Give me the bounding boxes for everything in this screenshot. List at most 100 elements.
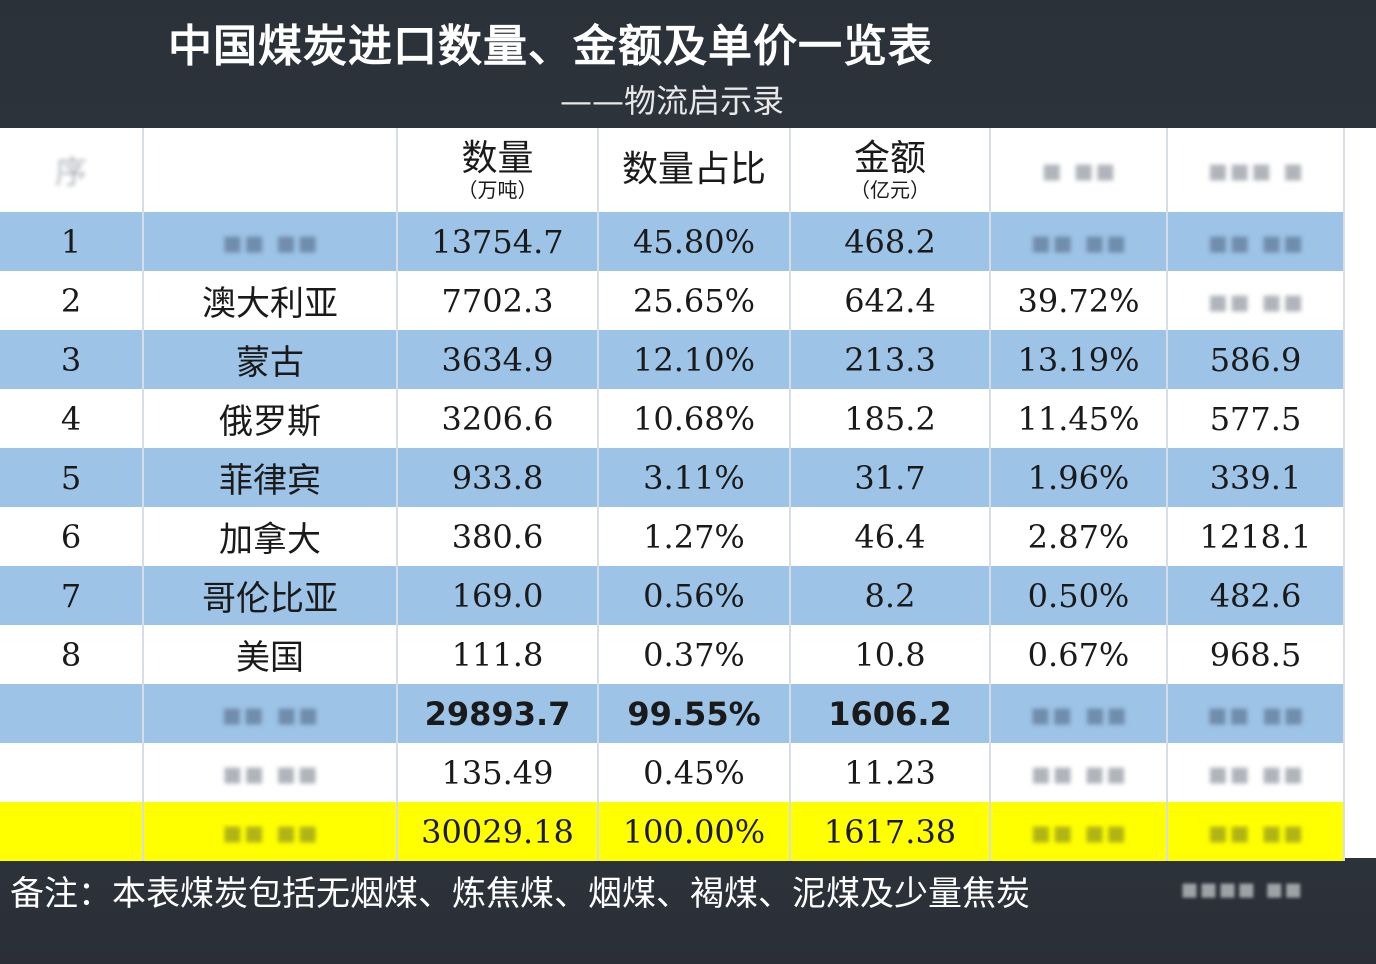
- unit-price-cell: ▪▪ ▪▪: [1167, 743, 1345, 802]
- table-header-row: 序 数量 （万吨） 数量占比 金额 （亿元） ▪ ▪▪ ▪▪▪ ▪: [0, 128, 1345, 212]
- rank-cell: [0, 802, 144, 861]
- share-cell: 25.65%: [598, 271, 791, 330]
- unit-price-cell: ▪▪ ▪▪: [1167, 212, 1345, 271]
- table-row: 6 加拿大 380.6 1.27% 46.4 2.87% 1218.1: [0, 507, 1345, 566]
- country-cell: 加拿大: [143, 507, 398, 566]
- amount-share-cell: 2.87%: [990, 507, 1168, 566]
- quantity-cell: 3634.9: [397, 330, 599, 389]
- total-row: ▪▪ ▪▪ 30029.18 100.00% 1617.38 ▪▪ ▪▪ ▪▪ ▪▪: [0, 802, 1345, 861]
- country-cell: ▪▪ ▪▪: [143, 212, 398, 271]
- table-row: 5 菲律宾 933.8 3.11% 31.7 1.96% 339.1: [0, 448, 1345, 507]
- share-cell: 0.45%: [598, 743, 791, 802]
- rank-cell: 5: [0, 448, 144, 507]
- unit-price-cell: ▪▪ ▪▪: [1167, 802, 1345, 861]
- share-cell: 3.11%: [598, 448, 791, 507]
- quantity-cell: 7702.3: [397, 271, 599, 330]
- amount-share-cell: ▪▪ ▪▪: [990, 684, 1168, 743]
- amount-share-cell: 13.19%: [990, 330, 1168, 389]
- header-quantity-unit: （万吨）: [457, 178, 538, 202]
- header-share: 数量占比: [598, 128, 791, 212]
- amount-cell: 468.2: [790, 212, 991, 271]
- rank-cell: 7: [0, 566, 144, 625]
- blurred-value: ▪▪ ▪▪: [221, 694, 319, 733]
- blurred-value: ▪▪ ▪▪: [221, 753, 319, 792]
- unit-price-cell: 968.5: [1167, 625, 1345, 684]
- amount-share-cell: 39.72%: [990, 271, 1168, 330]
- quantity-cell: 13754.7: [397, 212, 599, 271]
- unit-price-cell: 339.1: [1167, 448, 1345, 507]
- page-title: 中国煤炭进口数量、金额及单价一览表: [168, 21, 933, 72]
- header-amount-unit: （亿元）: [850, 178, 930, 202]
- quantity-cell: 135.49: [397, 743, 599, 802]
- table-row: 4 俄罗斯 3206.6 10.68% 185.2 11.45% 577.5: [0, 389, 1345, 448]
- quantity-cell: 933.8: [397, 448, 599, 507]
- amount-cell: 213.3: [790, 330, 991, 389]
- blurred-value: ▪▪ ▪▪: [1030, 812, 1127, 851]
- amount-share-cell: 0.67%: [990, 625, 1168, 684]
- amount-share-cell: 1.96%: [990, 448, 1168, 507]
- table-body: 1 ▪▪ ▪▪ 13754.7 45.80% 468.2 ▪▪ ▪▪ ▪▪ ▪▪ 2 澳大利亚 7…: [0, 212, 1345, 861]
- blurred-value: ▪▪ ▪▪: [221, 222, 319, 261]
- rank-cell: 8: [0, 625, 144, 684]
- table-row: 2 澳大利亚 7702.3 25.65% 642.4 39.72% ▪▪ ▪▪: [0, 271, 1345, 330]
- header-amount-label: 金额: [853, 138, 926, 179]
- country-cell: 俄罗斯: [143, 389, 398, 448]
- page-subtitle: ——物流启示录: [560, 82, 785, 120]
- quantity-cell: 30029.18: [397, 802, 599, 861]
- subtotal-row: ▪▪ ▪▪ 29893.7 99.55% 1606.2 ▪▪ ▪▪ ▪▪ ▪▪: [0, 684, 1345, 743]
- rank-cell: 3: [0, 330, 144, 389]
- data-table-container: 序 数量 （万吨） 数量占比 金额 （亿元） ▪ ▪▪ ▪▪▪ ▪: [0, 128, 1376, 861]
- country-cell: 菲律宾: [143, 448, 398, 507]
- amount-cell: 642.4: [790, 271, 991, 330]
- amount-cell: 1606.2: [790, 684, 991, 743]
- table-row: 3 蒙古 3634.9 12.10% 213.3 13.19% 586.9: [0, 330, 1345, 389]
- blurred-value: ▪▪ ▪▪: [1207, 222, 1304, 261]
- blurred-value: ▪▪ ▪▪: [1030, 753, 1127, 792]
- unit-price-cell: 586.9: [1167, 330, 1345, 389]
- header-share-label: 数量占比: [621, 149, 766, 190]
- rank-cell: 2: [0, 271, 144, 330]
- unit-price-cell: ▪▪ ▪▪: [1167, 684, 1345, 743]
- blurred-value: ▪▪ ▪▪: [1207, 281, 1304, 320]
- quantity-cell: 169.0: [397, 566, 599, 625]
- rank-cell: 1: [0, 212, 144, 271]
- blurred-value: ▪▪ ▪▪: [1207, 812, 1304, 851]
- share-cell: 99.55%: [598, 684, 791, 743]
- header-rank: 序: [0, 128, 144, 212]
- unit-price-cell: ▪▪ ▪▪: [1167, 271, 1345, 330]
- label-cell: ▪▪ ▪▪: [143, 802, 398, 861]
- header-quantity-label: 数量: [461, 138, 534, 179]
- country-cell: 蒙古: [143, 330, 398, 389]
- header-unit-price: ▪▪▪ ▪: [1167, 128, 1345, 212]
- blurred-value: ▪▪ ▪▪: [1206, 694, 1305, 733]
- country-cell: 澳大利亚: [143, 271, 398, 330]
- country-cell: 哥伦比亚: [143, 566, 398, 625]
- amount-share-cell: ▪▪ ▪▪: [990, 743, 1168, 802]
- blurred-value: ▪▪ ▪▪: [1030, 222, 1127, 261]
- header-amount-share: ▪ ▪▪: [990, 128, 1168, 212]
- blurred-value: ▪▪ ▪▪: [221, 812, 319, 851]
- country-cell: 美国: [143, 625, 398, 684]
- unit-price-cell: 577.5: [1167, 389, 1345, 448]
- share-cell: 10.68%: [598, 389, 791, 448]
- share-cell: 100.00%: [598, 802, 791, 861]
- table-row: 8 美国 111.8 0.37% 10.8 0.67% 968.5: [0, 625, 1345, 684]
- amount-share-cell: ▪▪ ▪▪: [990, 212, 1168, 271]
- quantity-cell: 111.8: [397, 625, 599, 684]
- share-cell: 1.27%: [598, 507, 791, 566]
- header-amount: 金额 （亿元）: [790, 128, 991, 212]
- share-cell: 45.80%: [598, 212, 791, 271]
- blurred-value: ▪▪ ▪▪: [1207, 753, 1304, 792]
- rank-cell: 6: [0, 507, 144, 566]
- amount-share-cell: 0.50%: [990, 566, 1168, 625]
- header-quantity: 数量 （万吨）: [397, 128, 599, 212]
- amount-share-cell: 11.45%: [990, 389, 1168, 448]
- unit-price-cell: 482.6: [1167, 566, 1345, 625]
- unit-price-cell: 1218.1: [1167, 507, 1345, 566]
- share-cell: 12.10%: [598, 330, 791, 389]
- label-cell: ▪▪ ▪▪: [143, 743, 398, 802]
- quantity-cell: 380.6: [397, 507, 599, 566]
- amount-cell: 8.2: [790, 566, 991, 625]
- amount-cell: 11.23: [790, 743, 991, 802]
